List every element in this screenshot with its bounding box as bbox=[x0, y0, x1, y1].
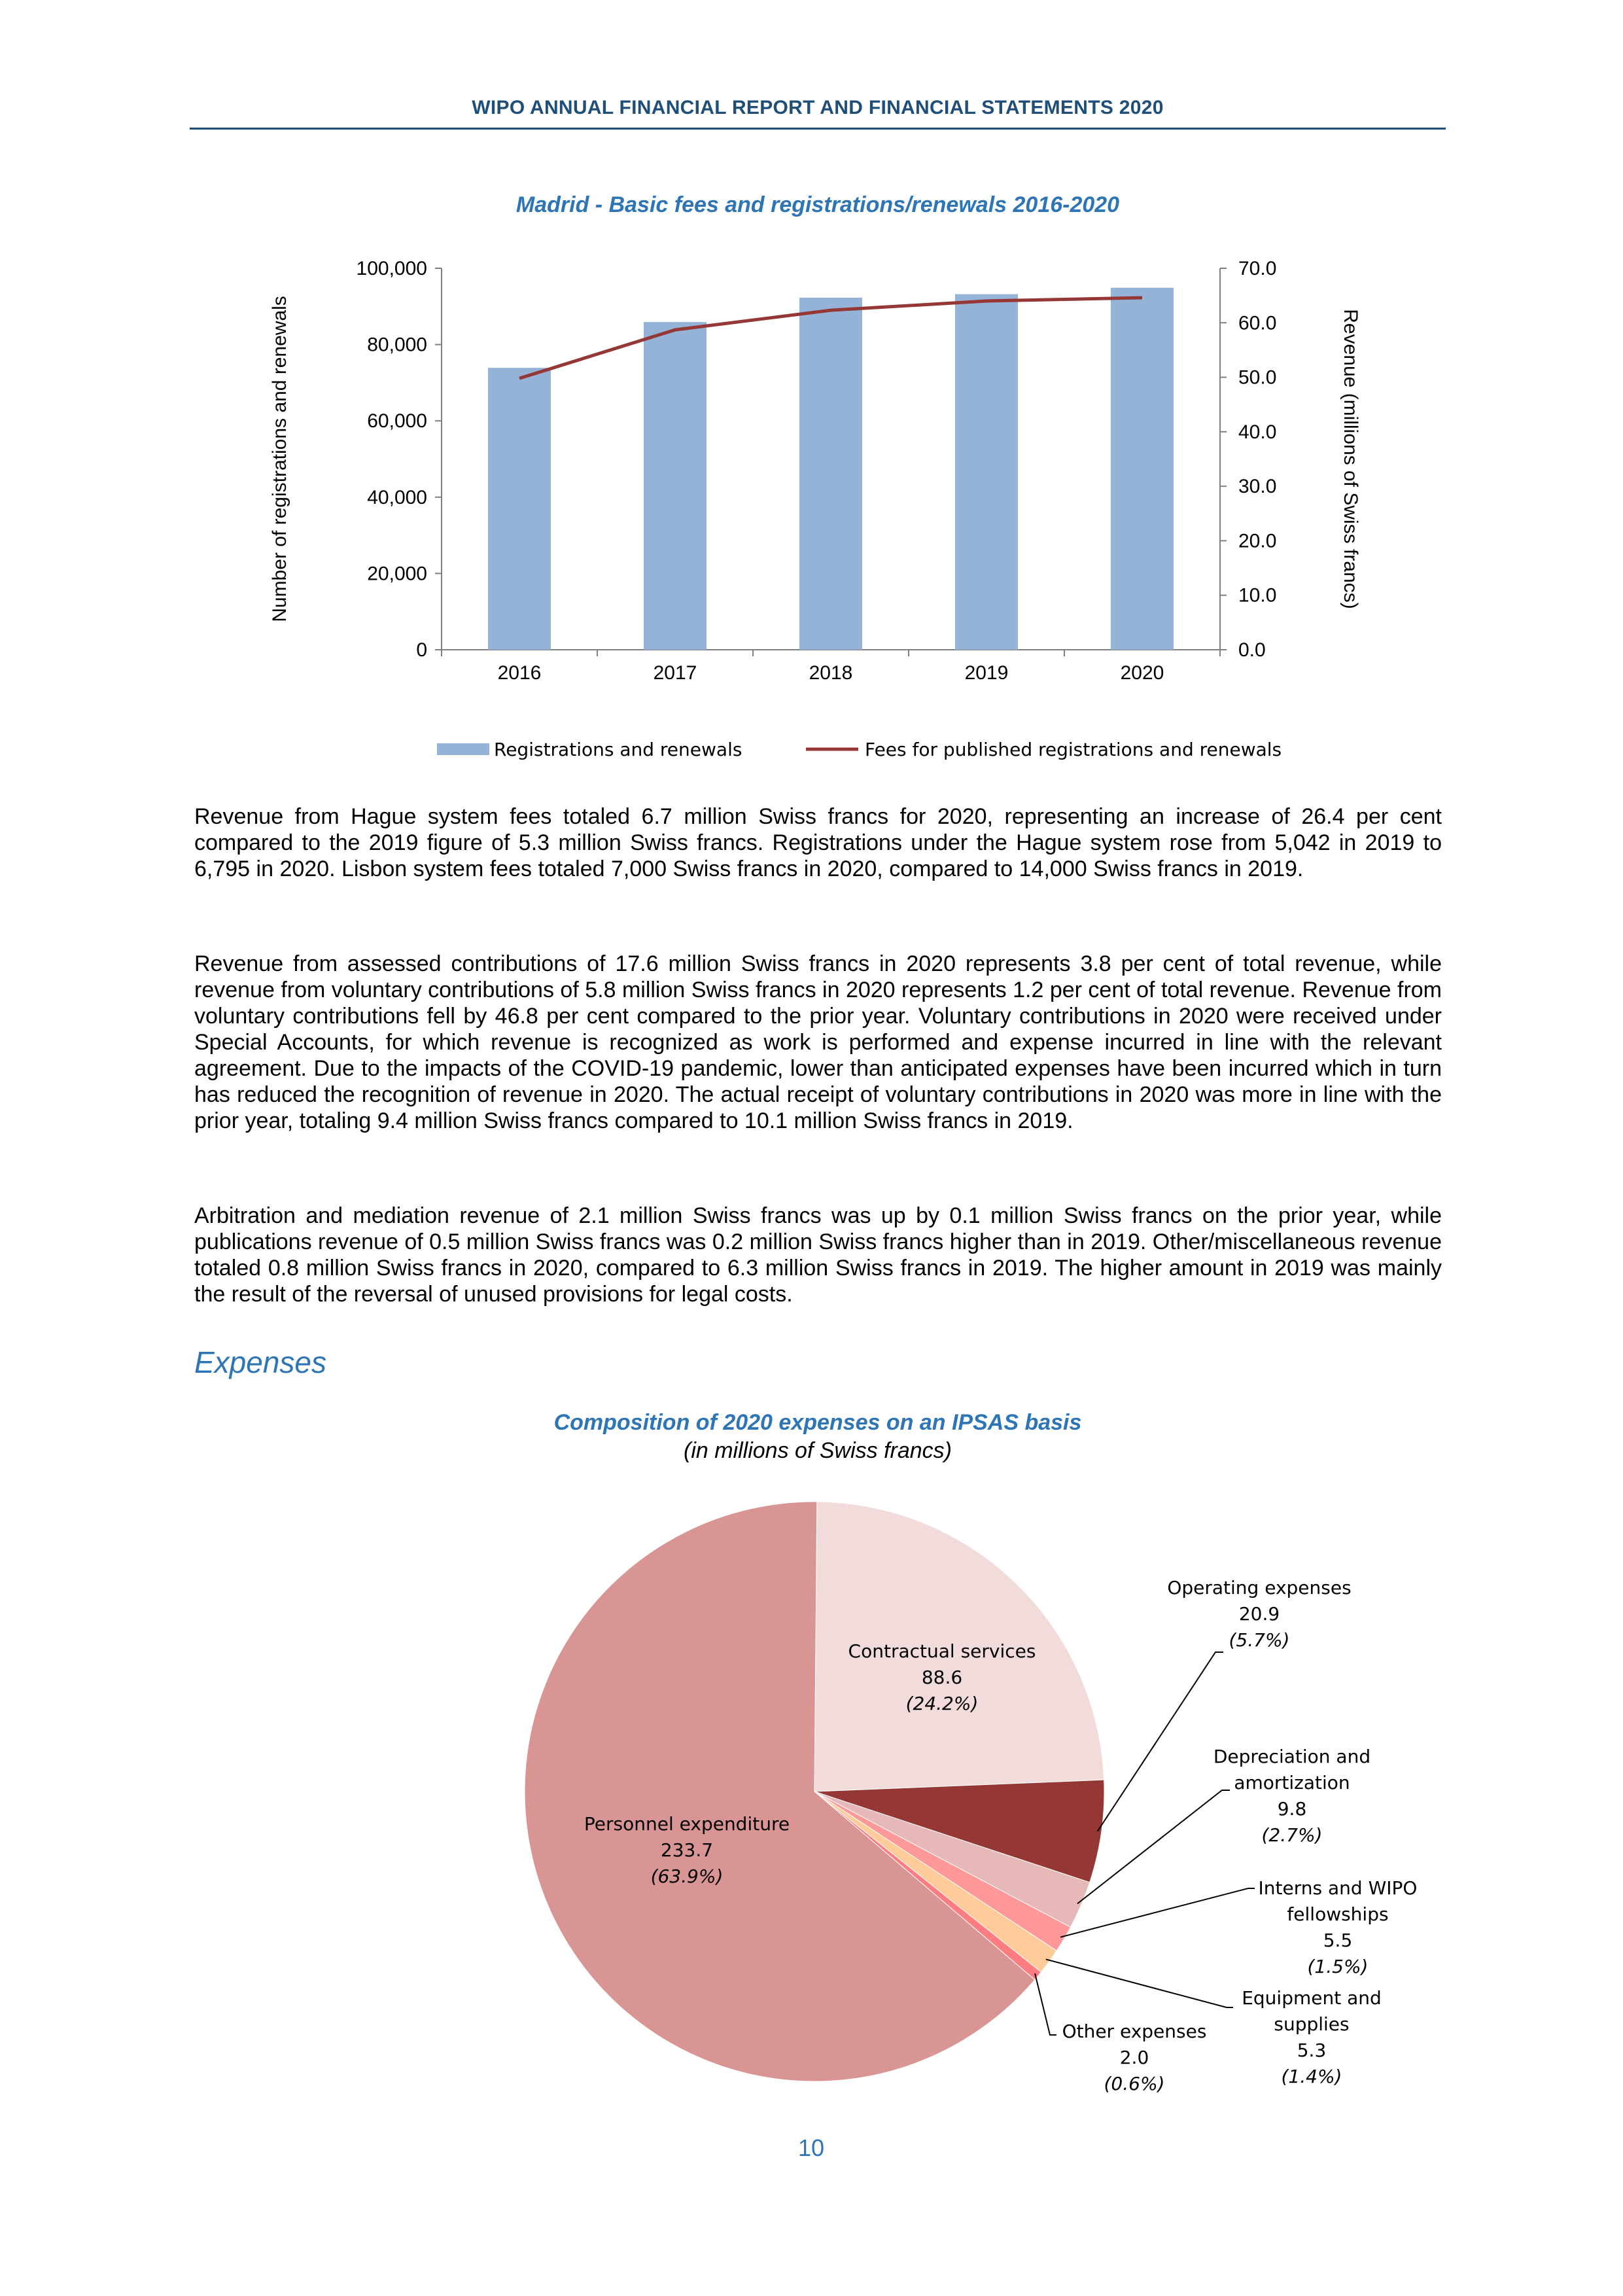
x-tick-label: 2018 bbox=[809, 662, 853, 684]
pie-label-value-other-expenses: 2.0 bbox=[1120, 2047, 1149, 2068]
y-left-tick-label: 100,000 bbox=[357, 258, 427, 279]
y-right-tick-label: 70.0 bbox=[1238, 258, 1276, 279]
pie-label-value-personnel-expenditure: 233.7 bbox=[661, 1839, 713, 1861]
y-right-tick-label: 20.0 bbox=[1238, 530, 1276, 552]
y-right-tick-label: 0.0 bbox=[1238, 639, 1266, 661]
y-right-tick-label: 40.0 bbox=[1238, 421, 1276, 443]
legend-swatch-registrations bbox=[437, 743, 489, 755]
y-left-tick-label: 80,000 bbox=[367, 334, 427, 356]
pie-slice-operating-expenses bbox=[814, 1779, 1105, 1883]
pie-label-value-equipment-and-supplies: 5.3 bbox=[1297, 2040, 1327, 2061]
header-rule bbox=[190, 128, 1446, 130]
bar-registrations-2020 bbox=[1111, 287, 1174, 650]
leader-line-operating-expenses bbox=[1096, 1651, 1223, 1832]
leader-line-depreciation-and-amortization bbox=[1077, 1790, 1230, 1905]
pie-label-name-interns-and-wipo-fellowships: fellowships bbox=[1287, 1903, 1388, 1925]
line-fees bbox=[519, 296, 1143, 380]
leader-line-equipment-and-supplies bbox=[1045, 1958, 1233, 2008]
pie-label-name-contractual-services: Contractual services bbox=[848, 1640, 1036, 1662]
pie-label-name-equipment-and-supplies: supplies bbox=[1274, 2013, 1349, 2035]
pie-label-name-personnel-expenditure: Personnel expenditure bbox=[584, 1813, 790, 1835]
y-left-tick-label: 60,000 bbox=[367, 410, 427, 432]
y-right-tick-label: 50.0 bbox=[1238, 367, 1276, 389]
bar-chart-title: Madrid - Basic fees and registrations/re… bbox=[515, 192, 1120, 217]
y-right-tick-label: 30.0 bbox=[1238, 476, 1276, 497]
legend-label-fees: Fees for published registrations and ren… bbox=[865, 739, 1282, 760]
pie-label-percent-equipment-and-supplies: (1.4%) bbox=[1282, 2066, 1342, 2087]
pie-chart-title: Composition of 2020 expenses on an IPSAS… bbox=[553, 1410, 1082, 1435]
y-right-tick-label: 60.0 bbox=[1238, 312, 1276, 334]
pie-label-value-contractual-services: 88.6 bbox=[922, 1667, 962, 1688]
x-tick-label: 2017 bbox=[654, 662, 697, 684]
pie-label-percent-interns-and-wipo-fellowships: (1.5%) bbox=[1308, 1956, 1369, 1977]
pie-label-value-interns-and-wipo-fellowships: 5.5 bbox=[1323, 1930, 1353, 1951]
pie-label-percent-personnel-expenditure: (63.9%) bbox=[651, 1865, 724, 1887]
pie-label-name-interns-and-wipo-fellowships: Interns and WIPO bbox=[1259, 1877, 1418, 1899]
x-tick-label: 2020 bbox=[1121, 662, 1164, 684]
y-right-tick-label: 10.0 bbox=[1238, 585, 1276, 607]
pie-slice-personnel-expenditure bbox=[524, 1501, 1036, 2082]
pie-label-name-other-expenses: Other expenses bbox=[1062, 2021, 1207, 2042]
pie-label-name-depreciation-and-amortization: Depreciation and bbox=[1213, 1746, 1370, 1767]
pie-label-value-depreciation-and-amortization: 9.8 bbox=[1278, 1798, 1307, 1820]
bar-registrations-2017 bbox=[644, 322, 707, 650]
paragraph-contributions: Revenue from assessed contributions of 1… bbox=[194, 951, 1442, 1133]
bar-registrations-2016 bbox=[488, 368, 551, 650]
leader-line-other-expenses bbox=[1034, 1973, 1056, 2036]
x-tick-label: 2019 bbox=[965, 662, 1009, 684]
pie-label-percent-other-expenses: (0.6%) bbox=[1104, 2073, 1165, 2094]
x-tick-label: 2016 bbox=[498, 662, 542, 684]
pie-chart: Contractual services 88.6 (24.2%) Operating… bbox=[524, 1501, 1418, 2094]
y-right-axis-title: Revenue (millions of Swiss francs) bbox=[1340, 309, 1361, 609]
pie-label-percent-operating-expenses: (5.7%) bbox=[1229, 1629, 1290, 1651]
pie-label-percent-contractual-services: (24.2%) bbox=[906, 1693, 979, 1714]
leader-line-interns-and-wipo-fellowships bbox=[1060, 1888, 1255, 1938]
pie-chart-subtitle: (in millions of Swiss francs) bbox=[684, 1438, 952, 1463]
pie-label-name-depreciation-and-amortization: amortization bbox=[1234, 1772, 1350, 1793]
y-left-axis-title: Number of registrations and renewals bbox=[269, 296, 290, 622]
bar-registrations-2018 bbox=[799, 297, 862, 650]
pie-label-name-equipment-and-supplies: Equipment and bbox=[1242, 1987, 1382, 2009]
page-number: 10 bbox=[797, 2134, 825, 2161]
y-left-tick-label: 40,000 bbox=[367, 487, 427, 508]
y-left-tick-label: 20,000 bbox=[367, 563, 427, 584]
section-heading-expenses: Expenses bbox=[194, 1345, 327, 1379]
paragraph-hague: Revenue from Hague system fees totaled 6… bbox=[194, 804, 1442, 881]
bar-registrations-2019 bbox=[955, 294, 1018, 650]
paragraph-arbitration: Arbitration and mediation revenue of 2.1… bbox=[194, 1203, 1442, 1307]
bar-line-chart: 0 20,000 40,000 60,000 80,000 100,000 0.0 10.0 2… bbox=[269, 258, 1361, 760]
legend-label-registrations: Registrations and renewals bbox=[494, 739, 742, 760]
report-header: WIPO ANNUAL FINANCIAL REPORT AND FINANCI… bbox=[472, 97, 1164, 118]
pie-label-value-operating-expenses: 20.9 bbox=[1239, 1603, 1280, 1625]
y-left-tick-label: 0 bbox=[416, 639, 427, 661]
pie-label-percent-depreciation-and-amortization: (2.7%) bbox=[1262, 1824, 1323, 1846]
pie-slice-contractual-services bbox=[814, 1501, 1105, 1792]
pie-label-name-operating-expenses: Operating expenses bbox=[1167, 1577, 1351, 1598]
